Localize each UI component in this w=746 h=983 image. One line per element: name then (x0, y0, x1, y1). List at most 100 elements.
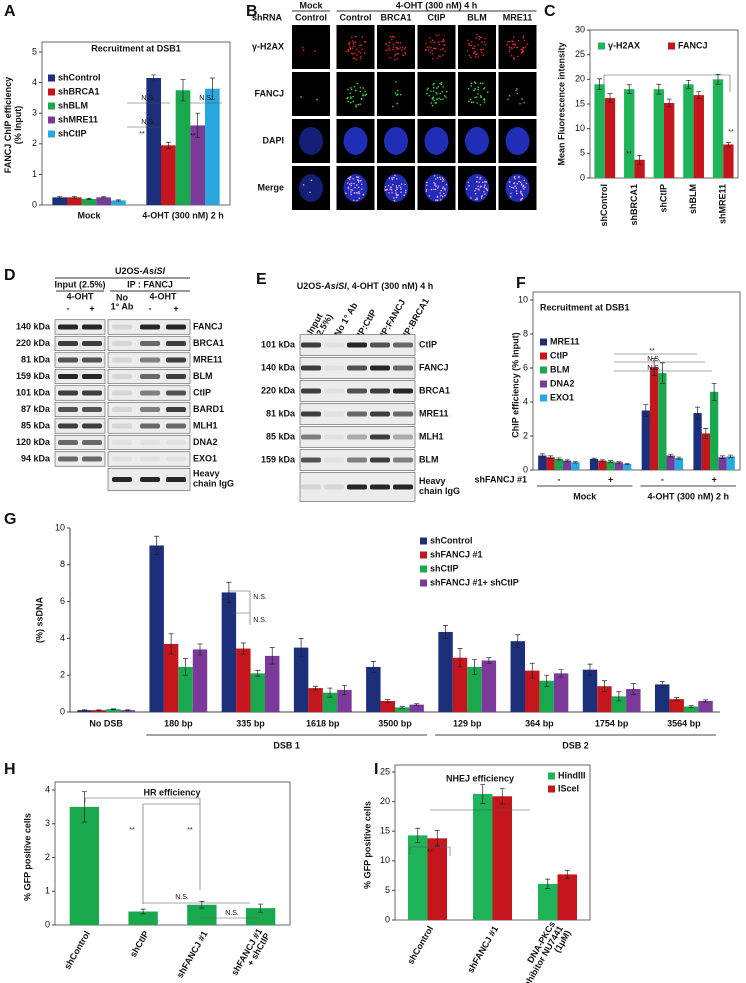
focus (347, 100, 350, 103)
focus (391, 178, 394, 181)
protein-label: BARD1 (193, 404, 224, 414)
shrna-label: shRNA (252, 12, 283, 22)
focus (467, 181, 470, 183)
focus (363, 40, 366, 43)
focus (480, 195, 483, 198)
focus (465, 188, 468, 190)
focus (445, 183, 448, 186)
legend-label: shCtIP (58, 128, 87, 138)
blot-title-part: AsiSI (142, 266, 166, 276)
y-axis-title-line: (% Input) (13, 106, 23, 145)
protein-label: MLH1 (193, 420, 218, 430)
focus (392, 183, 394, 186)
bar (128, 911, 158, 925)
error-bar (499, 788, 505, 805)
kda-label: 101 kDa (16, 387, 51, 397)
focus (440, 83, 443, 86)
focus (481, 41, 483, 43)
error-bar (71, 196, 77, 199)
x-tick-label: shBRCA1 (629, 184, 639, 226)
focus (507, 40, 509, 43)
bar (726, 456, 735, 470)
focus (511, 47, 513, 50)
legend-label: shMRE11 (58, 114, 98, 124)
focus (437, 185, 440, 187)
bar (634, 159, 645, 178)
nucleus (505, 127, 530, 155)
focus (357, 103, 360, 106)
x-tick-label: Mock (77, 210, 101, 220)
focus (428, 46, 430, 48)
kda-label: 81 kDa (266, 408, 296, 418)
error-bar (140, 908, 146, 915)
error-bar (529, 662, 535, 679)
focus (437, 187, 439, 189)
error-bar (659, 681, 665, 688)
focus (349, 183, 351, 186)
focus (350, 88, 353, 91)
focus (356, 184, 358, 186)
y-tick-label: 5 (32, 46, 37, 56)
band (347, 411, 367, 417)
bar (452, 657, 468, 712)
nucleus (299, 174, 323, 202)
focus (440, 189, 442, 192)
protein-label: DNA2 (193, 437, 218, 447)
bar (554, 458, 564, 470)
bar (597, 686, 612, 712)
bar (337, 689, 352, 712)
band (82, 374, 102, 379)
focus (364, 94, 366, 97)
annotation: N.S. (647, 356, 661, 363)
x-tick-label: shFANCJ #1 (175, 929, 210, 979)
focus (510, 196, 512, 198)
bar (538, 883, 558, 920)
focus (512, 36, 515, 38)
focus (436, 176, 439, 179)
band (370, 342, 390, 348)
error-bar (486, 657, 492, 664)
band (112, 341, 132, 346)
bar (366, 666, 381, 712)
band (393, 434, 413, 440)
bar (563, 460, 572, 470)
bar (712, 79, 724, 178)
bar (653, 89, 664, 178)
legend-label: shFANCJ #1 (430, 549, 483, 559)
focus (522, 37, 524, 39)
focus (468, 184, 470, 187)
focus (445, 90, 448, 93)
band (370, 434, 390, 440)
focus (510, 192, 512, 195)
focus (399, 93, 402, 96)
focus (426, 88, 429, 91)
focus (400, 183, 403, 185)
band (140, 477, 160, 482)
nucleus (424, 127, 449, 155)
error-bar (685, 79, 691, 89)
focus (435, 185, 437, 188)
error-bar (370, 661, 376, 673)
focus (393, 199, 396, 202)
focus (476, 198, 478, 201)
chart-title: Recruitment at DSB1 (91, 43, 181, 53)
legend-swatch (548, 785, 555, 793)
focus (359, 87, 362, 89)
y-tick-label: 2 (45, 852, 50, 862)
focus (358, 50, 360, 53)
error-bar (240, 642, 246, 655)
y-tick-label: 15 (380, 826, 390, 836)
protein-label: MLH1 (419, 431, 444, 441)
band (324, 411, 344, 417)
error-bar (544, 674, 550, 687)
bar (658, 373, 667, 470)
band (82, 357, 102, 363)
band (324, 484, 344, 490)
focus (436, 199, 439, 202)
error-bar (313, 685, 319, 691)
focus (350, 189, 353, 191)
lane-label: - (67, 303, 70, 313)
focus (442, 98, 444, 100)
focus (480, 96, 482, 99)
focus (466, 49, 469, 52)
